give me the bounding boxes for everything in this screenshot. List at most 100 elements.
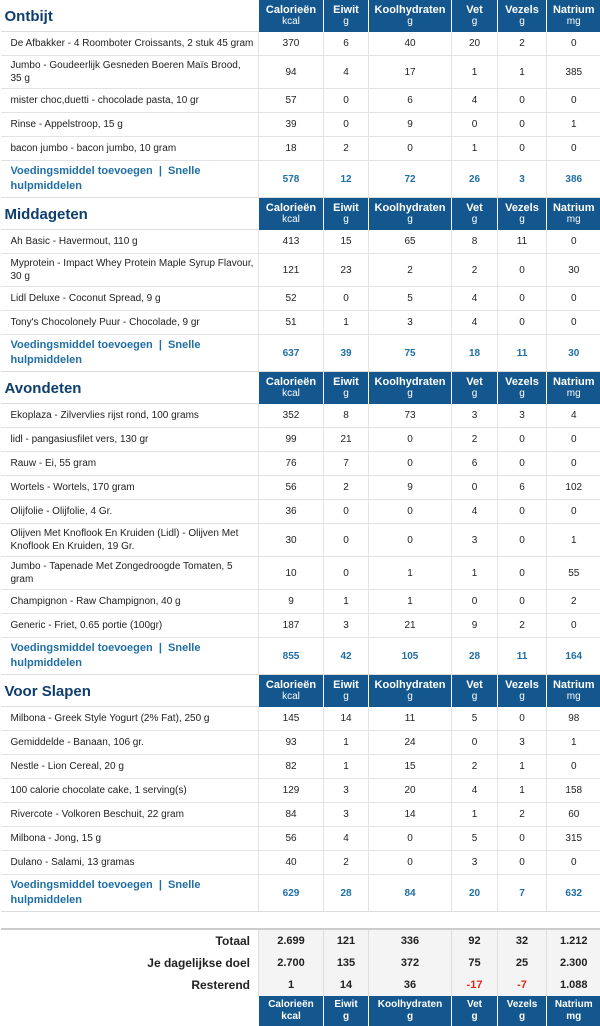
meal-total-value: 632 [547,875,600,912]
food-name[interactable]: Dulano - Salami, 13 gramas [1,851,259,875]
column-unit: g [370,388,450,400]
meal-total-value: 26 [452,161,498,198]
summary-value: 1 [259,974,324,996]
food-value: 129 [259,779,324,803]
food-value: 0 [369,500,452,524]
food-name[interactable]: mister choc,duetti - chocolade pasta, 10… [1,89,259,113]
food-value: 0 [452,476,498,500]
food-name[interactable]: 100 calorie chocolate cake, 1 serving(s) [1,779,259,803]
food-value: 0 [498,113,547,137]
column-name: Eiwit [333,679,359,691]
food-value: 0 [324,287,369,311]
add-food-link[interactable]: Voedingsmiddel toevoegen [11,642,153,654]
meal-total-value: 637 [259,335,324,372]
food-name[interactable]: Jumbo - Goudeerlijk Gesneden Boeren Maïs… [1,56,259,89]
meal-title: Middageten [1,198,259,230]
food-row[interactable]: Jumbo - Tapenade Met Zongedroogde Tomate… [1,557,600,590]
food-name[interactable]: Champignon - Raw Champignon, 40 g [1,590,259,614]
food-name[interactable]: Wortels - Wortels, 170 gram [1,476,259,500]
food-value: 1 [498,56,547,89]
column-name: Vezels [505,202,539,214]
meal-footer-row: Voedingsmiddel toevoegen | Snelle hulpmi… [1,875,600,912]
food-name[interactable]: Jumbo - Tapenade Met Zongedroogde Tomate… [1,557,259,590]
add-food-link[interactable]: Voedingsmiddel toevoegen [11,879,153,891]
food-value: 1 [452,56,498,89]
column-name: Eiwit [333,202,359,214]
food-name[interactable]: Gemiddelde - Banaan, 106 gr. [1,731,259,755]
summary-value: 32 [498,929,547,952]
column-name: Natrium [553,4,595,16]
food-row[interactable]: Jumbo - Goudeerlijk Gesneden Boeren Maïs… [1,56,600,89]
food-row[interactable]: Ekoplaza - Zilvervlies rijst rond, 100 g… [1,404,600,428]
food-value: 4 [324,56,369,89]
food-value: 3 [369,311,452,335]
summary-label: Totaal [1,929,259,952]
food-value: 2 [324,851,369,875]
add-food-link[interactable]: Voedingsmiddel toevoegen [11,165,153,177]
add-food-link[interactable]: Voedingsmiddel toevoegen [11,339,153,351]
food-name[interactable]: Generic - Friet, 0.65 portie (100gr) [1,614,259,638]
food-value: 3 [324,614,369,638]
food-value: 1 [547,731,600,755]
food-name[interactable]: Olijven Met Knoflook En Kruiden (Lidl) -… [1,524,259,557]
summary-value: 2.700 [259,952,324,974]
column-name: Vezels [507,999,538,1010]
food-name[interactable]: bacon jumbo - bacon jumbo, 10 gram [1,137,259,161]
meal-links: Voedingsmiddel toevoegen | Snelle hulpmi… [1,161,259,198]
column-unit: kcal [260,16,322,28]
food-row[interactable]: Myprotein - Impact Whey Protein Maple Sy… [1,254,600,287]
food-row[interactable]: Milbona - Greek Style Yogurt (2% Fat), 2… [1,707,600,731]
food-value: 6 [369,89,452,113]
food-name[interactable]: Lidl Deluxe - Coconut Spread, 9 g [1,287,259,311]
food-row[interactable]: Olijven Met Knoflook En Kruiden (Lidl) -… [1,524,600,557]
food-name[interactable]: Myprotein - Impact Whey Protein Maple Sy… [1,254,259,287]
food-value: 4 [547,404,600,428]
food-value: 1 [369,557,452,590]
food-name[interactable]: Rauw - Ei, 55 gram [1,452,259,476]
food-row[interactable]: mister choc,duetti - chocolade pasta, 10… [1,89,600,113]
food-name[interactable]: Milbona - Greek Style Yogurt (2% Fat), 2… [1,707,259,731]
column-name: Natrium [553,376,595,388]
food-value: 3 [324,779,369,803]
food-row[interactable]: 100 calorie chocolate cake, 1 serving(s)… [1,779,600,803]
food-name[interactable]: Rinse - Appelstroop, 15 g [1,113,259,137]
summary-value: 25 [498,952,547,974]
food-value: 24 [369,731,452,755]
meal-total-value: 11 [498,335,547,372]
food-name[interactable]: Nestle - Lion Cereal, 20 g [1,755,259,779]
food-name[interactable]: Ekoplaza - Zilvervlies rijst rond, 100 g… [1,404,259,428]
food-value: 1 [324,590,369,614]
food-name[interactable]: Milbona - Jong, 15 g [1,827,259,851]
column-unit: mg [548,214,600,226]
food-name[interactable]: Rivercote - Volkoren Beschuit, 22 gram [1,803,259,827]
food-row[interactable]: Tony's Chocolonely Puur - Chocolade, 9 g… [1,311,600,335]
food-name[interactable]: Tony's Chocolonely Puur - Chocolade, 9 g… [1,311,259,335]
food-value: 20 [452,32,498,56]
column-name: Natrium [555,999,593,1010]
food-name[interactable]: Ah Basic - Havermout, 110 g [1,230,259,254]
food-value: 0 [547,851,600,875]
food-value: 0 [324,557,369,590]
food-name[interactable]: De Afbakker - 4 Roomboter Croissants, 2 … [1,32,259,56]
food-name[interactable]: Olijfolie - Olijfolie, 4 Gr. [1,500,259,524]
food-row[interactable]: De Afbakker - 4 Roomboter Croissants, 2 … [1,32,600,56]
food-name[interactable]: lidl - pangasiusfilet vers, 130 gr [1,428,259,452]
